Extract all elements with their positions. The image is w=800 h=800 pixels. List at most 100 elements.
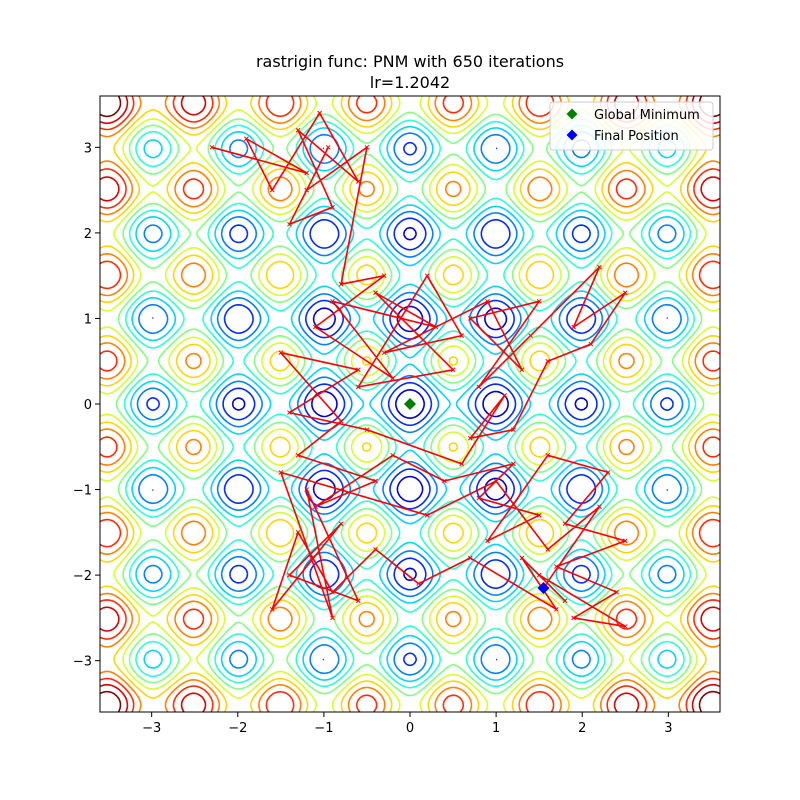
trajectory-point [622,290,628,296]
legend-final-position-marker [566,129,578,141]
trajectory-point [614,589,620,595]
trajectory-point [355,598,361,604]
global-minimum-marker [404,398,416,410]
chart-title-line2: lr=1.2042 [370,73,450,92]
trajectory-point [502,393,508,398]
y-axis-ticks: −3 −2 −1 0 1 2 3 [73,141,100,670]
trajectory-point [373,547,378,552]
trajectory-point [519,555,525,561]
trajectory-point [545,547,551,552]
trajectory-point [571,324,576,330]
trajectory-point [485,538,490,544]
y-tick-label: 0 [84,398,92,413]
y-tick-label: −2 [73,569,92,584]
trajectory-point [330,589,335,595]
trajectory-point [536,512,542,518]
trajectory-point [295,529,301,535]
trajectory-point [562,598,568,604]
trajectory-point [278,350,284,356]
contour-level [130,125,690,683]
trajectory-point [622,538,628,544]
trajectory-point [355,179,361,184]
trajectory-point [424,273,430,279]
trajectory-point [622,624,628,629]
contour-level [231,226,589,582]
trajectory-point [545,452,551,458]
trajectory-point [597,504,602,510]
trajectory-point [510,461,516,467]
trajectory-point [554,606,559,612]
trajectory-point [528,333,533,338]
contour-level [115,111,705,697]
trajectory-point [493,478,499,484]
trajectory-point [485,298,490,304]
trajectory-point [373,478,378,484]
y-tick-label: 2 [84,227,92,242]
trajectory-point [355,367,361,373]
trajectory-point [209,144,215,150]
trajectory [209,110,628,629]
trajectory-point [416,581,421,587]
trajectory-point [459,461,465,467]
trajectory-point [536,298,542,304]
trajectory-point [325,144,331,150]
trajectory-point [244,136,249,142]
trajectory-point [390,452,396,458]
x-tick-label: −3 [142,721,161,736]
trajectory-point [554,564,559,569]
trajectory-point [597,264,602,270]
trajectory-point [330,615,335,621]
trajectory-point [424,512,430,518]
x-axis-ticks: −3 −2 −1 0 1 2 3 [142,712,672,736]
y-tick-label: 3 [84,141,92,156]
trajectory-point [330,298,335,304]
x-tick-label: 0 [406,721,414,736]
trajectory-point [338,418,344,424]
markers [404,398,550,594]
trajectory-point [304,487,310,492]
trajectory-point [304,170,310,176]
trajectory-point [269,606,275,612]
legend-global-minimum-label: Global Minimum [594,108,700,123]
legend-final-position-label: Final Position [594,129,679,144]
trajectory-point [355,384,361,390]
trajectory-line [211,112,627,628]
trajectory-point [467,316,473,321]
x-tick-label: 1 [492,721,500,736]
x-tick-label: −1 [314,721,333,736]
trajectory-point [295,452,301,458]
trajectory-point [287,572,292,578]
trajectory-point [287,410,292,415]
y-tick-label: 1 [84,312,92,327]
trajectory-point [338,281,344,287]
trajectory-point [536,572,542,578]
trajectory-point [373,290,378,296]
trajectory-point [588,341,594,347]
trajectory-point [519,367,525,373]
trajectory-point [304,187,310,193]
trajectory-point [433,324,439,330]
trajectory-point [278,470,284,475]
x-tick-label: 3 [664,721,672,736]
chart-title-line1: rastrigin func: PNM with 650 iterations [256,52,564,71]
legend-box [549,101,714,151]
trajectory-point [605,470,611,475]
x-tick-label: −2 [228,721,247,736]
trajectory-point [312,324,318,330]
legend-global-minimum-marker [566,108,578,120]
legend: Global Minimum Final Position [549,101,714,151]
plot-area [99,95,721,713]
y-tick-label: −1 [73,484,92,499]
trajectory-point [510,427,516,433]
final-position-marker [537,581,550,594]
trajectory-point [442,478,447,484]
trajectory-point [467,435,473,441]
trajectory-point [450,367,456,373]
y-tick-label: −3 [73,655,92,670]
trajectory-point [467,555,473,561]
trajectory-point [545,358,551,364]
trajectory-point [330,204,335,210]
trajectory-point [390,375,396,381]
trajectory-point [317,110,322,116]
